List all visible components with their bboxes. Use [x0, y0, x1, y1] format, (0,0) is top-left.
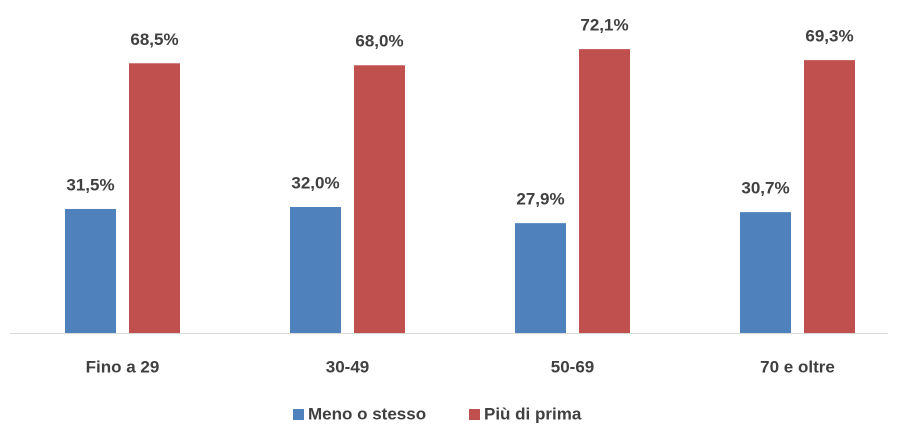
value-label: 32,0%: [291, 173, 339, 192]
legend-label: Meno o stesso: [308, 404, 426, 423]
legend-swatch: [293, 409, 304, 420]
bar: [65, 208, 116, 333]
value-label: 69,3%: [805, 27, 853, 46]
bar: [740, 212, 791, 333]
bar: [290, 207, 341, 333]
bar: [129, 63, 180, 333]
bar: [515, 223, 566, 333]
value-label: 30,7%: [741, 179, 789, 198]
value-label: 68,5%: [130, 30, 178, 49]
x-tick-label: 50-69: [551, 357, 594, 376]
value-label: 68,0%: [355, 32, 403, 51]
legend-label: Più di prima: [484, 404, 582, 423]
value-label: 27,9%: [516, 190, 564, 209]
value-label: 72,1%: [580, 16, 628, 35]
bar: [804, 60, 855, 333]
value-label: 31,5%: [66, 175, 114, 194]
x-tick-label: 30-49: [326, 357, 369, 376]
legend-swatch: [469, 409, 480, 420]
bar: [579, 49, 630, 333]
x-tick-label: 70 e oltre: [760, 357, 835, 376]
bar: [354, 65, 405, 333]
x-tick-label: Fino a 29: [86, 357, 160, 376]
